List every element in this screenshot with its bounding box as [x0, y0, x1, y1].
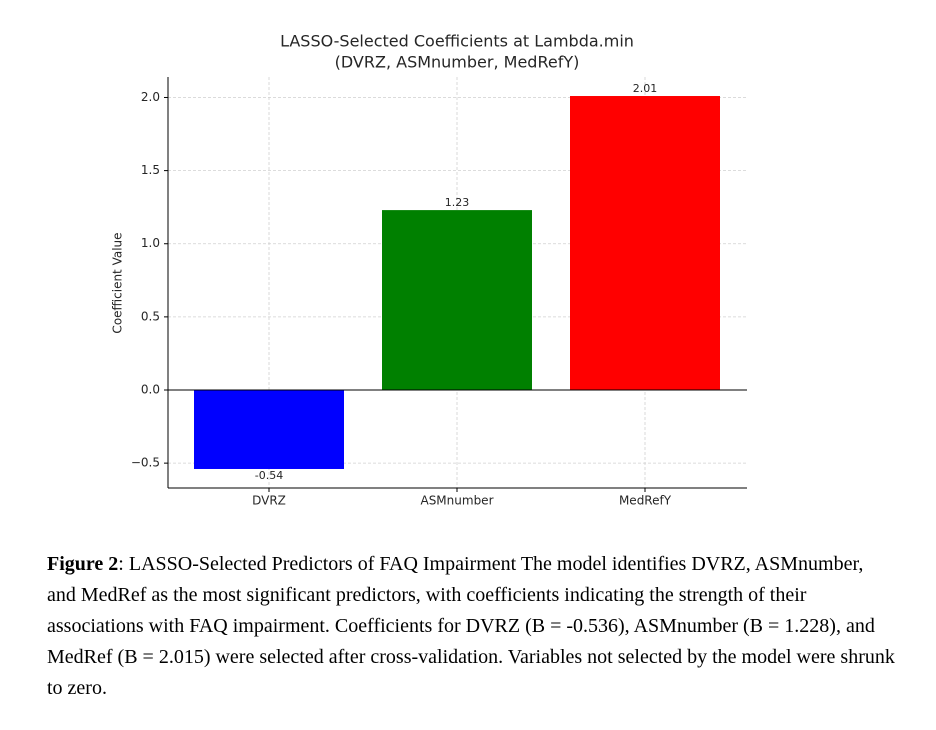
y-axis-label: Coefficient Value: [111, 232, 125, 333]
y-tick-label: 1.0: [141, 236, 160, 250]
data-label: 1.23: [445, 196, 470, 209]
bar: [194, 390, 344, 469]
caption-label: Figure 2: [47, 553, 119, 575]
data-label: -0.54: [255, 469, 283, 482]
data-label: 2.01: [633, 82, 658, 95]
y-tick-label: −0.5: [131, 456, 160, 470]
bar: [570, 96, 720, 391]
chart-title: LASSO-Selected Coefficients at Lambda.mi…: [280, 32, 634, 51]
caption: Figure 2: LASSO-Selected Predictors of F…: [47, 549, 897, 704]
bar: [382, 210, 532, 391]
chart: LASSO-Selected Coefficients at Lambda.mi…: [111, 32, 747, 508]
y-tick-label: 2.0: [141, 90, 160, 104]
y-tick-label: 0.5: [141, 309, 160, 323]
y-tick-label: 0.0: [141, 383, 160, 397]
x-tick-label: ASMnumber: [420, 494, 493, 508]
caption-text: : LASSO-Selected Predictors of FAQ Impai…: [47, 553, 895, 699]
x-tick-label: MedRefY: [619, 494, 672, 508]
x-tick-label: DVRZ: [252, 494, 286, 508]
y-tick-label: 1.5: [141, 163, 160, 177]
chart-subtitle: (DVRZ, ASMnumber, MedRefY): [335, 53, 580, 72]
